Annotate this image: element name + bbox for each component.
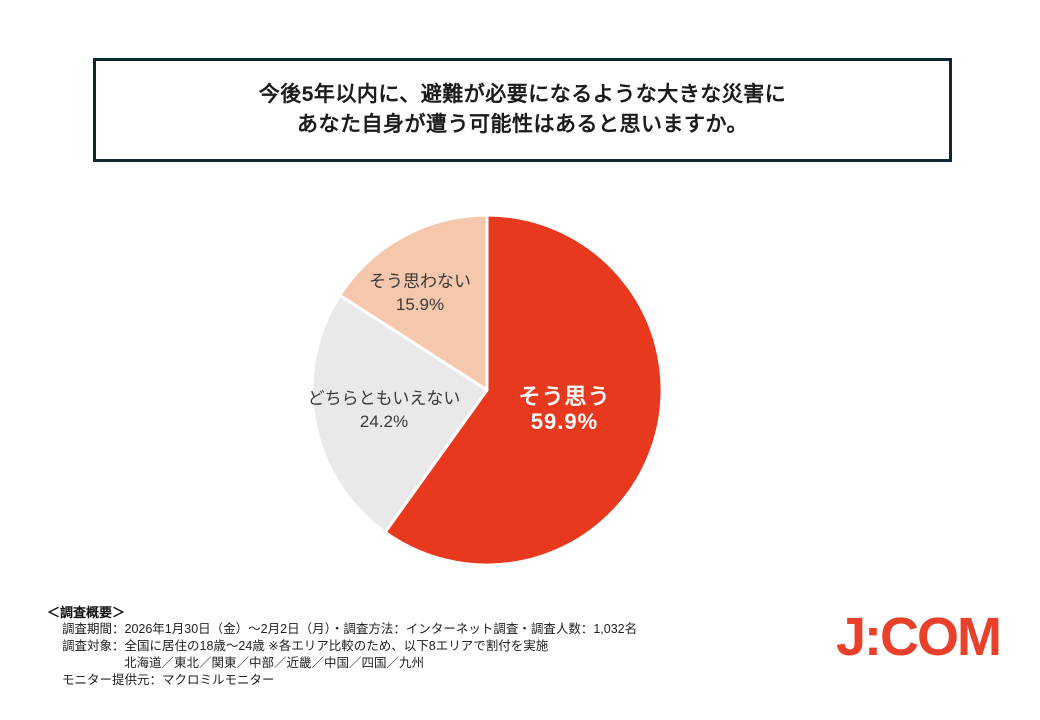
pie-label-disagree: そう思わない 15.9% (339, 270, 501, 316)
pie-label-disagree-text: そう思わない (369, 272, 471, 291)
pie-label-disagree-value: 15.9% (395, 295, 445, 314)
pie-label-neutral-text: どちらともいえない (307, 389, 461, 408)
pie-slice-1 (310, 293, 489, 534)
survey-overview-areas: 北海道／東北／関東／中部／近畿／中国／四国／九州 (124, 656, 425, 670)
pie-label-neutral: どちらともいえない 24.2% (303, 387, 465, 433)
survey-overview-target: 調査対象：全国に居住の18歳～24歳 ※各エリア比較のため、以下8エリアで割付を… (62, 639, 549, 653)
question-title-line1: 今後5年以内に、避難が必要になるような大きな災害に (258, 83, 787, 106)
pie-label-agree-text: そう思う (518, 384, 611, 409)
survey-overview: ＜調査概要＞ 調査期間：2026年1月30日（金）～2月2日（月）・調査方法：イ… (47, 604, 637, 689)
pie-slice-0 (383, 213, 664, 567)
pie-chart (309, 212, 665, 568)
pie-slice-2 (338, 213, 489, 392)
jcom-logo: J:COM (836, 607, 1002, 667)
pie-label-neutral-value: 24.2% (359, 412, 409, 431)
pie-label-agree: そう思う 59.9% (482, 384, 647, 434)
survey-overview-monitor: モニター提供元：マクロミルモニター (62, 673, 275, 687)
survey-overview-heading: ＜調査概要＞ (47, 605, 126, 620)
survey-overview-lines: 調査期間：2026年1月30日（金）～2月2日（月）・調査方法：インターネット調… (62, 621, 637, 689)
pie-chart-svg (310, 213, 664, 567)
question-title-box: 今後5年以内に、避難が必要になるような大きな災害に あなた自身が遭う可能性はある… (93, 58, 952, 162)
pie-label-agree-value: 59.9% (530, 409, 599, 434)
question-title-line2: あなた自身が遭う可能性はあると思いますか。 (296, 113, 749, 136)
survey-overview-period: 調査期間：2026年1月30日（金）～2月2日（月）・調査方法：インターネット調… (62, 622, 638, 636)
